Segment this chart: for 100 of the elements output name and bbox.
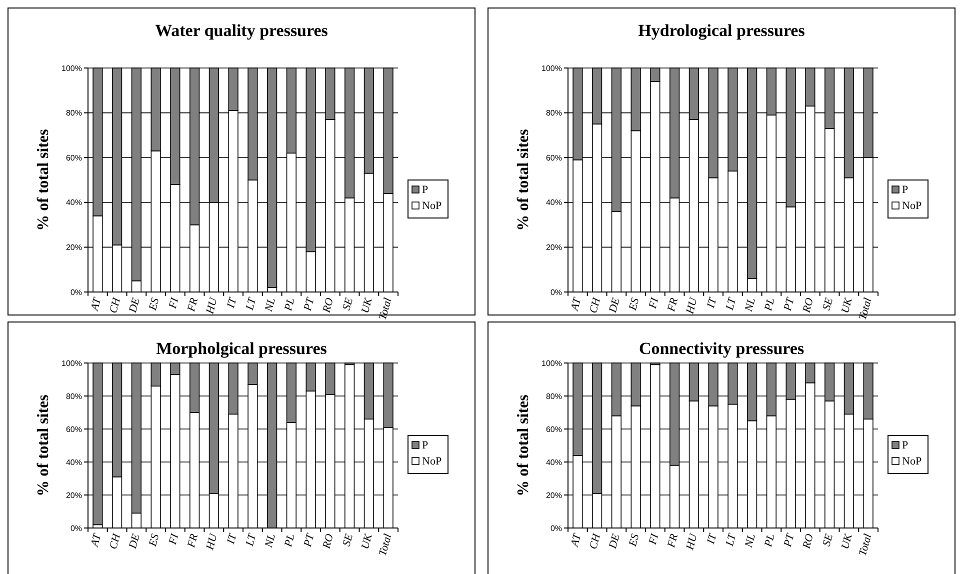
x-tick-label: SE: [820, 296, 836, 312]
y-tick-label: 60%: [546, 153, 562, 162]
x-tick-label: LT: [244, 532, 259, 548]
x-tick-label: SE: [820, 532, 836, 548]
x-tick-label: IT: [224, 296, 240, 310]
x-tick-label: FR: [665, 532, 681, 550]
y-tick-label: 40%: [66, 458, 82, 467]
legend-label: NoP: [422, 456, 442, 468]
x-tick-label: CH: [587, 532, 604, 551]
x-tick-label: DE: [126, 296, 142, 315]
y-axis-title: % of total sites: [515, 129, 532, 231]
x-tick-label: HU: [684, 532, 700, 552]
x-tick-label: UK: [839, 532, 856, 551]
x-tick-label: IT: [224, 532, 240, 546]
x-tick-label: Total: [376, 532, 394, 558]
x-tick-label: PT: [302, 532, 317, 550]
x-tick-label: PT: [782, 532, 797, 550]
y-tick-label: 80%: [546, 108, 562, 118]
x-tick-label: CH: [107, 296, 124, 315]
legend-label: P: [902, 184, 908, 196]
x-tick-label: IT: [704, 296, 720, 310]
x-tick-label: UK: [839, 296, 856, 315]
y-tick-label: 20%: [546, 243, 562, 252]
x-tick-label: DE: [606, 296, 622, 315]
y-tick-label: 80%: [66, 392, 82, 401]
legend-label: P: [902, 440, 908, 452]
x-tick-label: PL: [282, 532, 298, 550]
x-tick-label: HU: [204, 532, 220, 552]
x-tick-label: UK: [359, 296, 376, 315]
x-tick-label: LT: [244, 296, 259, 312]
x-tick-label: ES: [146, 532, 162, 549]
legend-label: P: [422, 184, 428, 196]
y-tick-label: 20%: [66, 243, 82, 252]
x-tick-label: FI: [646, 531, 662, 547]
legend-label: NoP: [902, 456, 922, 468]
chart-title: Connectivity pressures: [638, 339, 804, 358]
x-tick-label: PT: [302, 296, 317, 314]
x-tick-label: NL: [262, 532, 278, 550]
x-tick-label: FR: [665, 296, 681, 314]
x-tick-label: NL: [742, 296, 758, 314]
y-tick-label: 40%: [546, 458, 562, 467]
y-tick-label: 0%: [550, 288, 562, 297]
x-tick-label: FI: [166, 295, 182, 311]
x-tick-label: Total: [376, 296, 394, 322]
y-axis-title: % of total sites: [35, 129, 52, 231]
x-tick-label: FI: [646, 295, 662, 311]
x-tick-label: Total: [856, 532, 874, 558]
x-tick-label: LT: [724, 296, 739, 312]
x-tick-label: UK: [359, 532, 376, 551]
y-tick-label: 60%: [66, 424, 82, 434]
chart-title: Water quality pressures: [155, 21, 328, 40]
y-axis-title: % of total sites: [35, 394, 52, 496]
x-tick-label: NL: [742, 532, 758, 550]
x-tick-label: RO: [800, 532, 816, 551]
legend-label: P: [422, 440, 428, 452]
x-tick-label: RO: [320, 296, 336, 315]
chart-title: Hydrological pressures: [638, 21, 806, 40]
y-tick-label: 100%: [62, 358, 82, 368]
x-tick-label: PL: [762, 532, 778, 550]
x-tick-label: SE: [340, 296, 356, 312]
x-tick-label: PL: [762, 296, 778, 314]
y-tick-label: 20%: [66, 490, 82, 500]
x-tick-label: AT: [88, 296, 104, 313]
chart-title: Morpholgical pressures: [156, 339, 328, 358]
x-tick-label: IT: [704, 532, 720, 546]
x-tick-label: DE: [126, 532, 142, 551]
y-tick-label: 0%: [550, 524, 562, 533]
x-tick-label: FI: [166, 531, 182, 547]
y-tick-label: 100%: [542, 358, 562, 368]
y-tick-label: 100%: [542, 64, 562, 73]
y-tick-label: 60%: [546, 424, 562, 434]
x-tick-label: ES: [146, 296, 162, 313]
x-tick-label: AT: [568, 532, 584, 549]
y-tick-label: 40%: [546, 198, 562, 208]
x-tick-label: HU: [204, 296, 220, 316]
x-tick-label: PT: [782, 296, 797, 314]
x-tick-label: FR: [185, 532, 201, 550]
x-tick-label: NL: [262, 296, 278, 314]
x-tick-label: RO: [320, 532, 336, 551]
x-tick-label: DE: [606, 532, 622, 551]
legend-label: NoP: [422, 200, 442, 212]
x-tick-label: AT: [88, 532, 104, 549]
y-tick-label: 60%: [66, 153, 82, 162]
x-tick-label: SE: [340, 532, 356, 548]
y-tick-label: 100%: [62, 64, 82, 73]
x-tick-label: CH: [587, 296, 604, 315]
y-tick-label: 80%: [546, 392, 562, 401]
x-tick-label: AT: [568, 296, 584, 313]
x-tick-label: HU: [684, 296, 700, 316]
legend-label: NoP: [902, 200, 922, 212]
y-tick-label: 20%: [546, 490, 562, 500]
x-tick-label: ES: [626, 532, 642, 549]
x-tick-label: LT: [724, 532, 739, 548]
y-tick-label: 80%: [66, 108, 82, 118]
x-tick-label: ES: [626, 296, 642, 313]
y-tick-label: 0%: [70, 524, 82, 533]
y-tick-label: 0%: [70, 288, 82, 297]
x-tick-label: FR: [185, 296, 201, 314]
y-axis-title: % of total sites: [515, 394, 532, 496]
y-tick-label: 40%: [66, 198, 82, 208]
